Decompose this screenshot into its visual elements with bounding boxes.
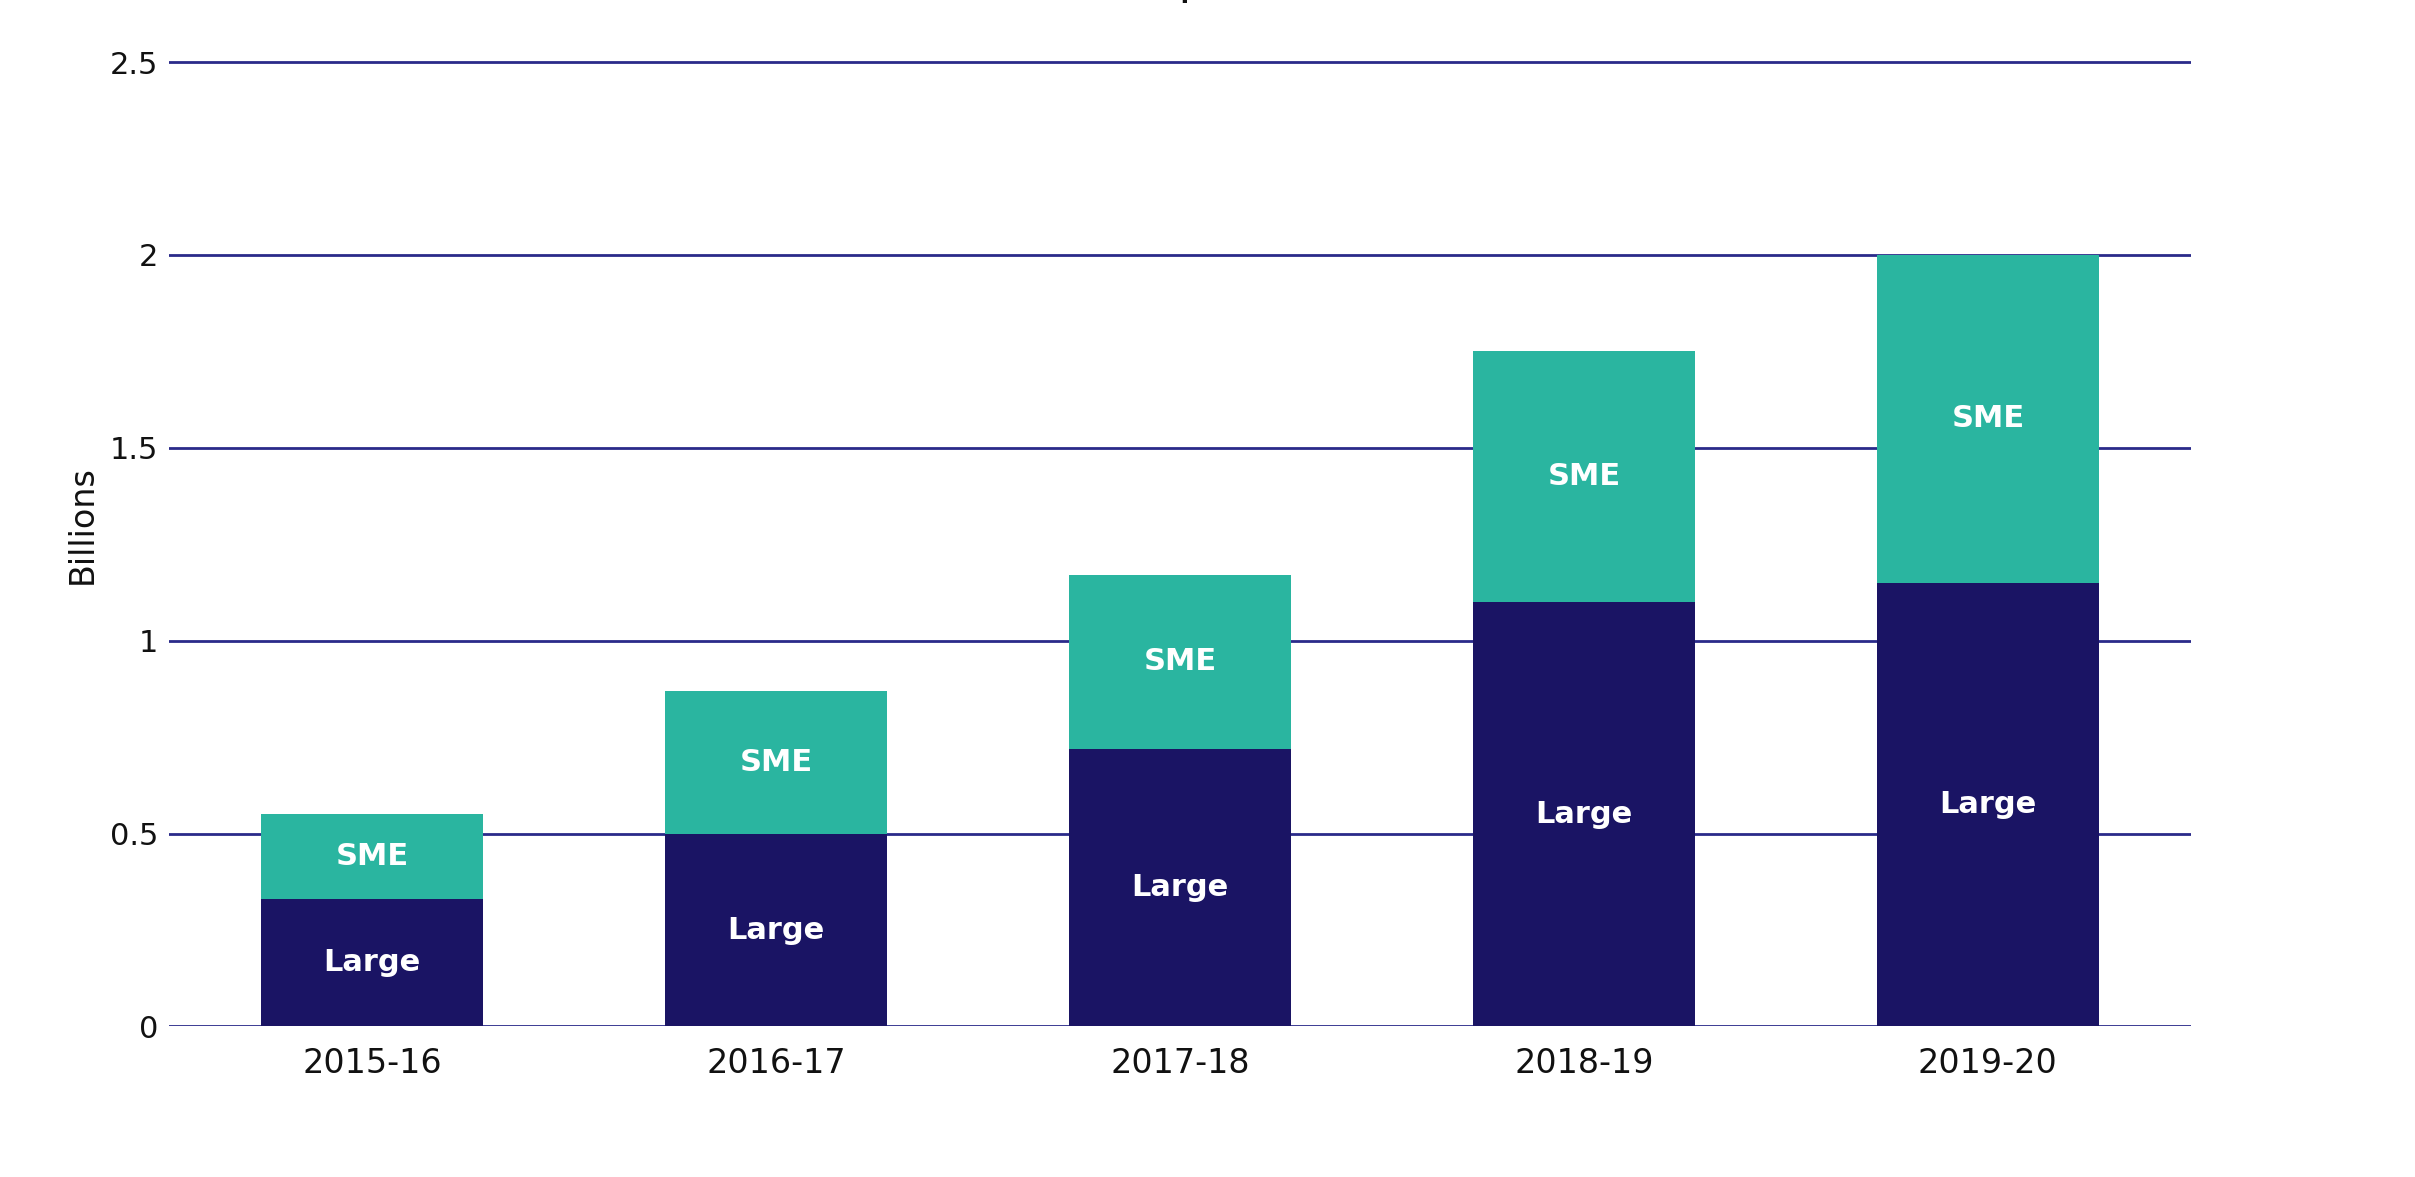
Bar bbox=[1473, 603, 1695, 1026]
Y-axis label: Billions: Billions bbox=[65, 466, 99, 585]
Text: Large: Large bbox=[727, 916, 824, 944]
Text: SME: SME bbox=[1548, 463, 1620, 491]
Text: SME: SME bbox=[1951, 405, 2024, 433]
Text: SME: SME bbox=[336, 843, 408, 871]
Bar bbox=[1876, 583, 2099, 1026]
Text: SME: SME bbox=[1142, 647, 1217, 677]
Text: SME: SME bbox=[739, 747, 811, 777]
Title: Central Government G-Cloud spend between 2015 and 2020.: Central Government G-Cloud spend between… bbox=[454, 0, 1905, 4]
Text: https://www.gov.uk/government/statistical-data-sets/g-cloud-framework-sales-up-t: https://www.gov.uk/government/statistica… bbox=[423, 1100, 1792, 1126]
Bar bbox=[1876, 255, 2099, 583]
Text: Large: Large bbox=[324, 949, 420, 977]
Bar bbox=[261, 899, 483, 1026]
Text: Large: Large bbox=[1939, 790, 2036, 819]
Bar bbox=[664, 833, 886, 1026]
Bar bbox=[1070, 576, 1292, 749]
Text: Large: Large bbox=[1130, 873, 1229, 902]
Bar bbox=[1070, 749, 1292, 1026]
Bar bbox=[261, 814, 483, 899]
Bar bbox=[1473, 352, 1695, 603]
Bar bbox=[664, 691, 886, 833]
Text: Large: Large bbox=[1536, 800, 1633, 829]
